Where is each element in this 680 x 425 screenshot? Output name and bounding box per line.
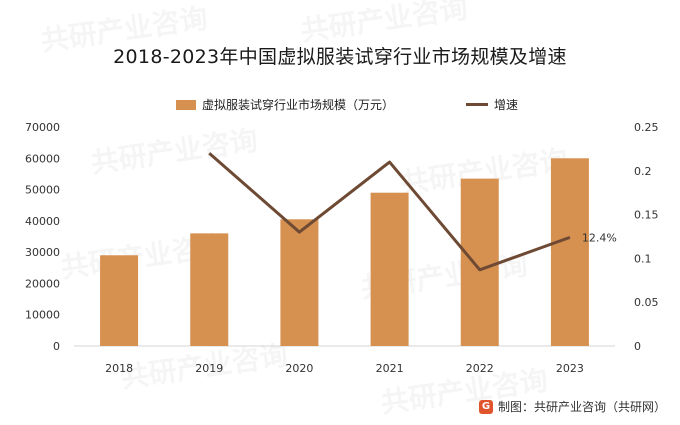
y-left-tick-label: 30000	[25, 246, 60, 259]
legend-swatch-bar	[176, 99, 196, 110]
y-right-tick-label: 0.2	[634, 165, 652, 178]
y-right-tick-label: 0.1	[634, 252, 652, 265]
legend-label-line: 增速	[494, 98, 519, 112]
x-tick-label: 2023	[556, 362, 584, 375]
y-left-tick-label: 40000	[25, 215, 60, 228]
data-label: 12.4%	[582, 231, 617, 244]
chart-title: 2018-2023年中国虚拟服装试穿行业市场规模及增速	[113, 46, 567, 68]
legend-item-bar: 虚拟服装试穿行业市场规模（万元）	[176, 96, 394, 113]
bar	[190, 233, 229, 346]
bar	[370, 192, 409, 346]
legend: 虚拟服装试穿行业市场规模（万元） 增速	[0, 92, 680, 114]
bar	[280, 219, 319, 346]
y-left-tick-label: 0	[53, 340, 60, 353]
y-left-tick-label: 10000	[25, 309, 60, 322]
y-right-tick-label: 0.15	[634, 209, 659, 222]
y-right-tick-label: 0.25	[634, 121, 659, 134]
bar	[460, 178, 499, 346]
x-tick-label: 2019	[195, 362, 223, 375]
legend-label-bar: 虚拟服装试穿行业市场规模（万元）	[202, 98, 395, 112]
y-left-tick-label: 20000	[25, 277, 60, 290]
bar	[100, 255, 139, 346]
legend-item-line: 增速	[466, 96, 518, 113]
bar	[550, 158, 589, 346]
source-credit: G 制图：共研产业咨询（共研网）	[478, 398, 666, 415]
y-left-tick-label: 70000	[25, 121, 60, 134]
y-left-tick-label: 60000	[25, 152, 60, 165]
y-right-tick-label: 0	[634, 340, 641, 353]
x-tick-label: 2022	[466, 362, 494, 375]
legend-swatch-line	[466, 103, 488, 106]
x-tick-label: 2021	[376, 362, 404, 375]
y-left-tick-label: 50000	[25, 184, 60, 197]
y-right-tick-label: 0.05	[634, 296, 659, 309]
x-tick-label: 2018	[105, 362, 133, 375]
brand-logo-icon: G	[478, 399, 493, 414]
source-label: 制图：共研产业咨询（共研网）	[497, 400, 666, 414]
growth-line	[208, 152, 571, 272]
x-tick-label: 2020	[285, 362, 313, 375]
